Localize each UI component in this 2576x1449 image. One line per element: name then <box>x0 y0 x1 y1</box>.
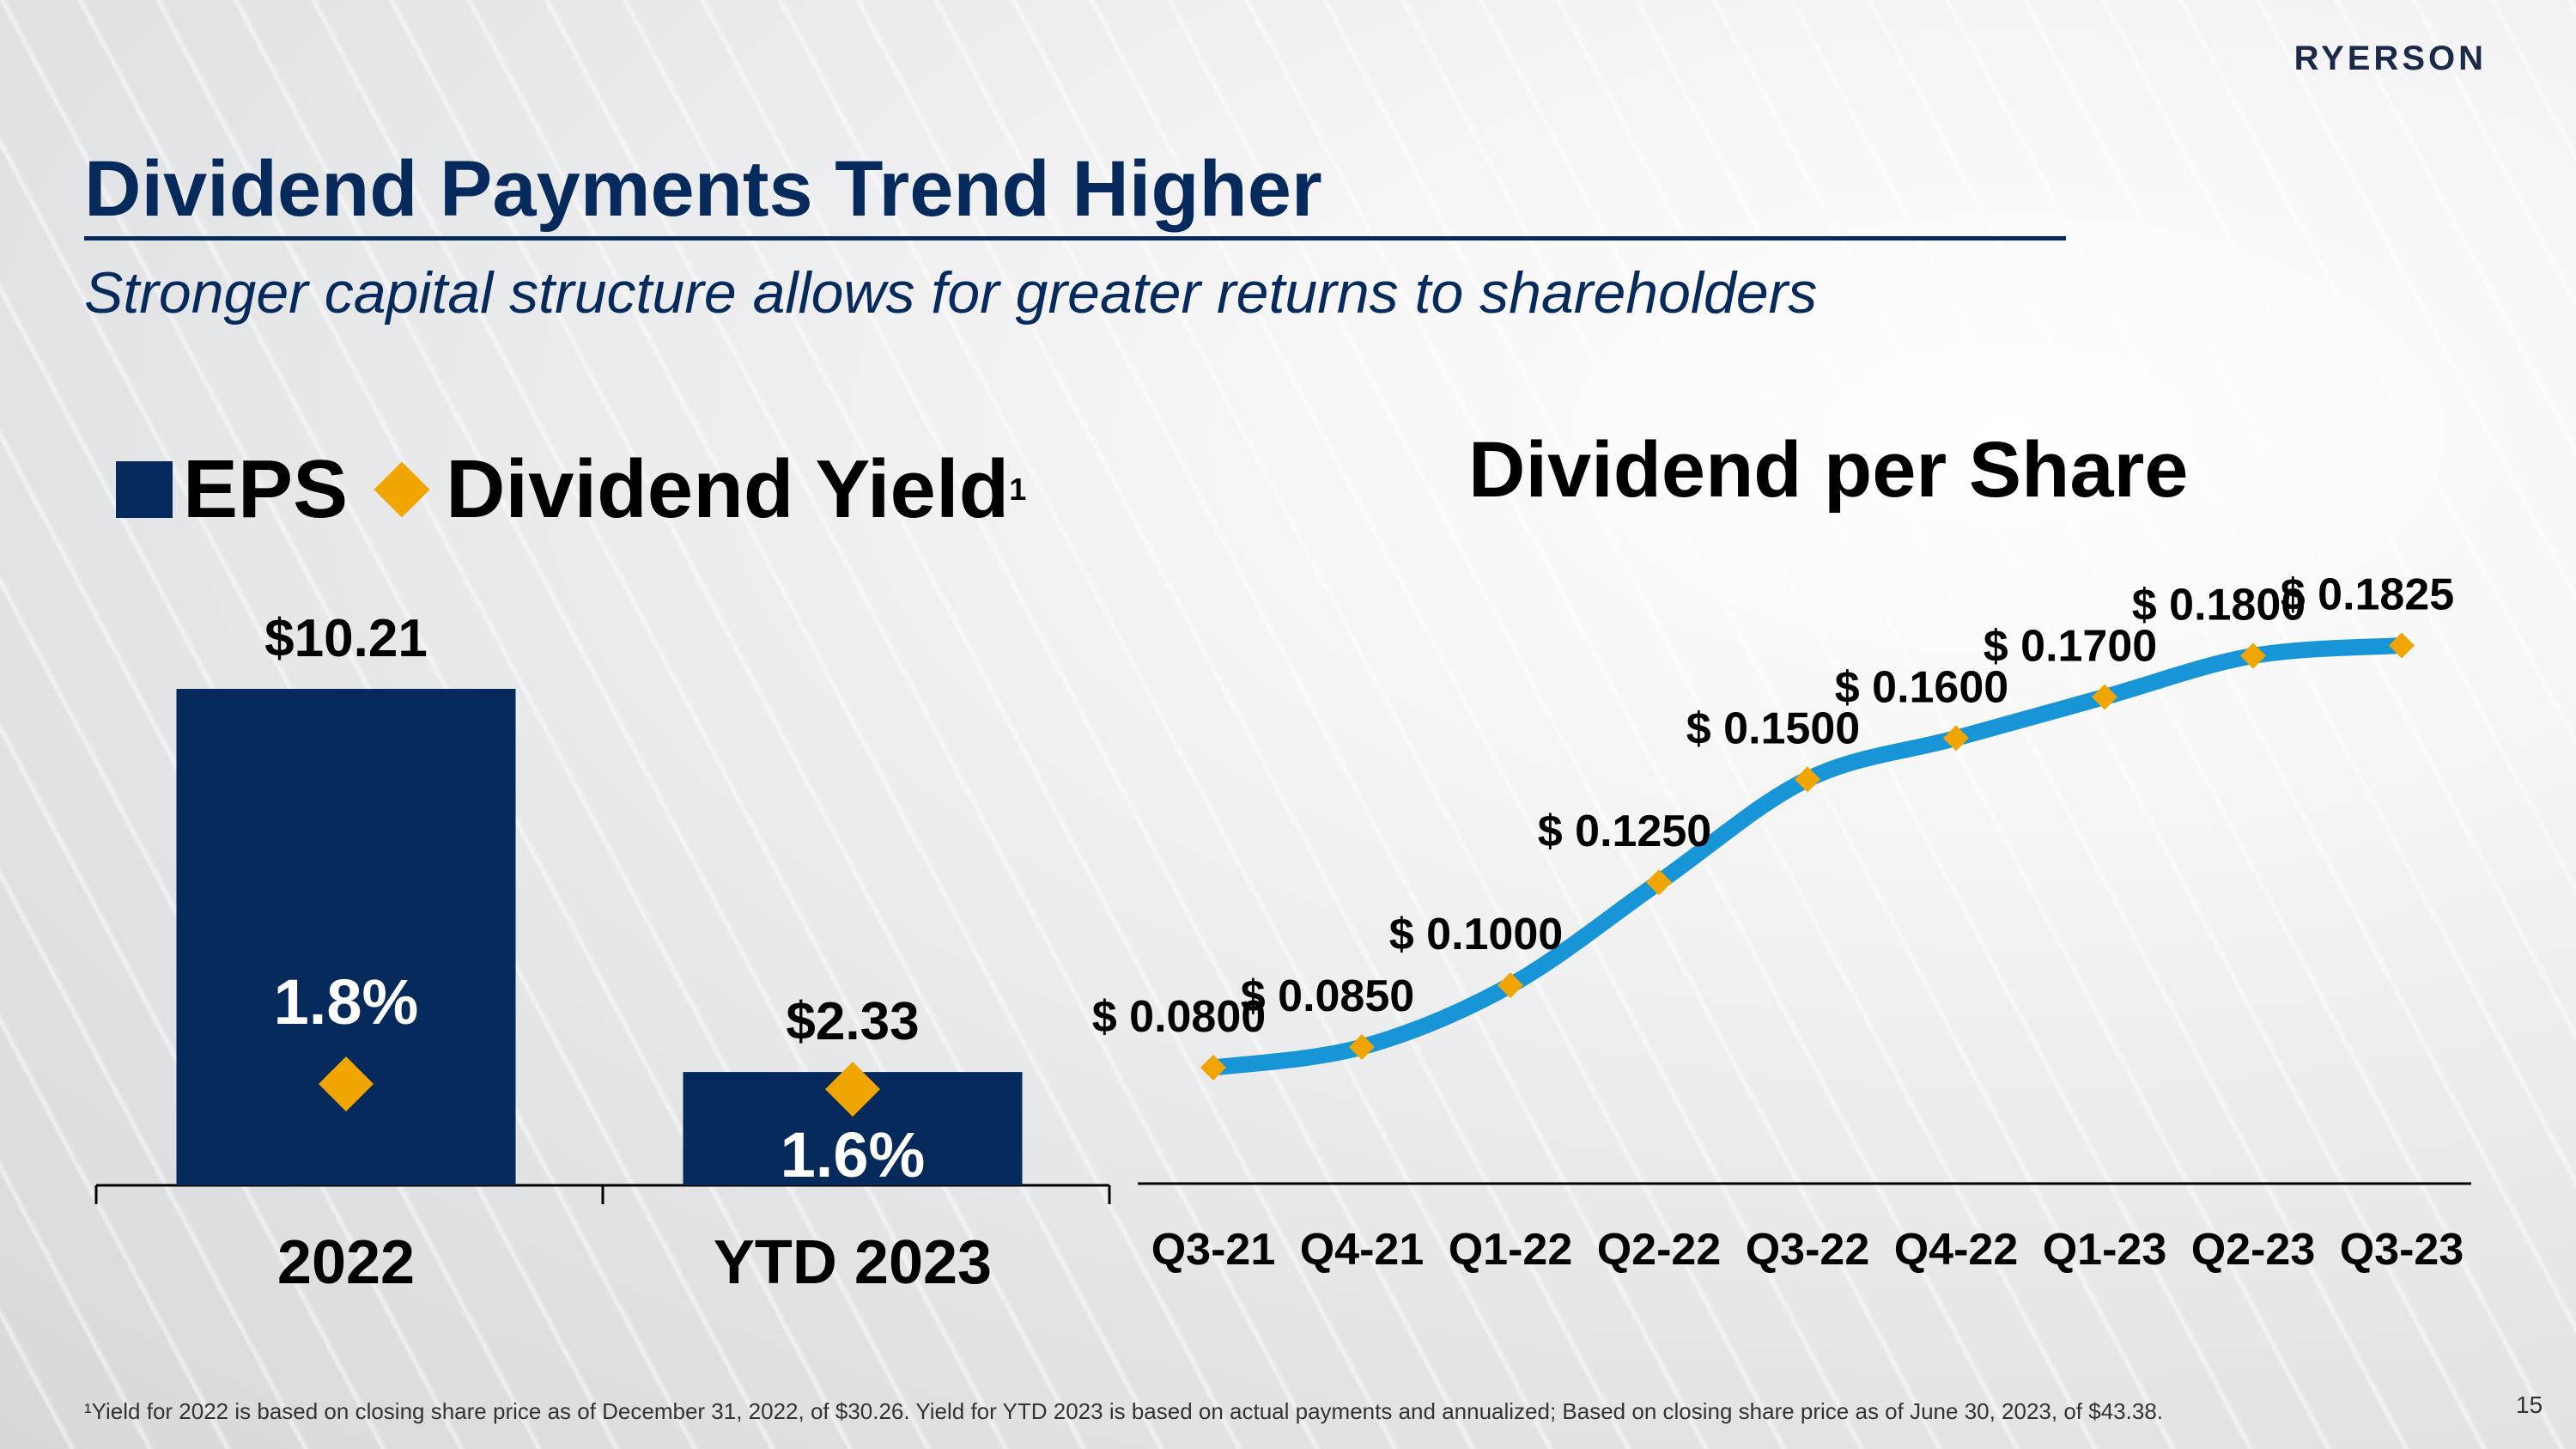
quarter-tick-label: Q1-22 <box>1449 1225 1573 1275</box>
eps-value-label: $2.33 <box>786 992 919 1051</box>
page-number: 15 <box>2516 1391 2543 1418</box>
quarter-tick-label: Q3-23 <box>2340 1225 2464 1275</box>
quarter-tick-label: Q4-21 <box>1300 1225 1425 1275</box>
dividend-chart-title: Dividend per Share <box>1468 426 2189 514</box>
dividend-value-label: $ 0.1800 <box>2132 581 2306 630</box>
dividend-point-marker <box>2092 684 2117 710</box>
quarter-tick-label: Q2-23 <box>2191 1225 2316 1275</box>
eps-legend-label: EPS <box>183 443 349 535</box>
dividend-point-marker <box>1943 725 1969 752</box>
chart-legend: EPS Dividend Yield 1 <box>116 442 1026 537</box>
yield-value-label: 1.8% <box>274 966 419 1038</box>
page-subtitle: Stronger capital structure allows for gr… <box>84 260 1818 326</box>
dividend-value-label: $ 0.1000 <box>1389 910 1563 959</box>
ryerson-logo: RYERSON <box>2293 40 2487 77</box>
dividend-value-label: $ 0.1600 <box>1835 662 2008 712</box>
quarter-tick-label: Q4-22 <box>1894 1225 2019 1275</box>
page-title: Dividend Payments Trend Higher <box>84 145 1322 233</box>
quarter-tick-label: Q3-21 <box>1151 1225 1276 1275</box>
dividend-point-marker <box>2240 642 2266 669</box>
dividend-point-marker <box>1349 1034 1375 1061</box>
dividend-point-marker <box>1498 972 1523 999</box>
dividend-value-label: $ 0.0800 <box>1092 992 1266 1042</box>
yield-diamond-marker <box>825 1062 880 1117</box>
bar-category-label: 2022 <box>277 1228 415 1297</box>
dividend-value-label: $ 0.1825 <box>2281 570 2454 620</box>
eps-value-label: $10.21 <box>264 609 428 668</box>
yield-footnote-marker: 1 <box>1009 472 1027 507</box>
dividend-value-label: $ 0.0850 <box>1241 971 1414 1021</box>
title-underline <box>84 236 2066 240</box>
yield-legend-label: Dividend Yield <box>446 443 1010 535</box>
quarter-tick-label: Q1-23 <box>2043 1225 2167 1275</box>
eps-legend-swatch <box>116 461 173 518</box>
footnote: ¹Yield for 2022 is based on closing shar… <box>84 1398 2163 1424</box>
quarter-tick-label: Q2-22 <box>1597 1225 1722 1275</box>
dividend-value-label: $ 0.1250 <box>1538 807 1711 856</box>
yield-diamond-marker <box>319 1056 374 1111</box>
dividend-point-marker <box>2389 632 2415 659</box>
yield-value-label: 1.6% <box>781 1119 926 1190</box>
dividend-point-marker <box>1200 1055 1226 1081</box>
eps-yield-bar-chart: $10.21 1.8% 2022 $2.33 1.6% YTD 2023 <box>94 609 1111 1297</box>
bar-category-label: YTD 2023 <box>714 1228 992 1297</box>
dividend-value-label: $ 0.1500 <box>1686 703 1860 753</box>
dividend-point-marker <box>1646 869 1672 896</box>
quarter-tick-label: Q3-22 <box>1746 1225 1870 1275</box>
dividend-point-marker <box>1795 766 1820 793</box>
dividend-value-label: $ 0.1700 <box>1984 621 2157 671</box>
